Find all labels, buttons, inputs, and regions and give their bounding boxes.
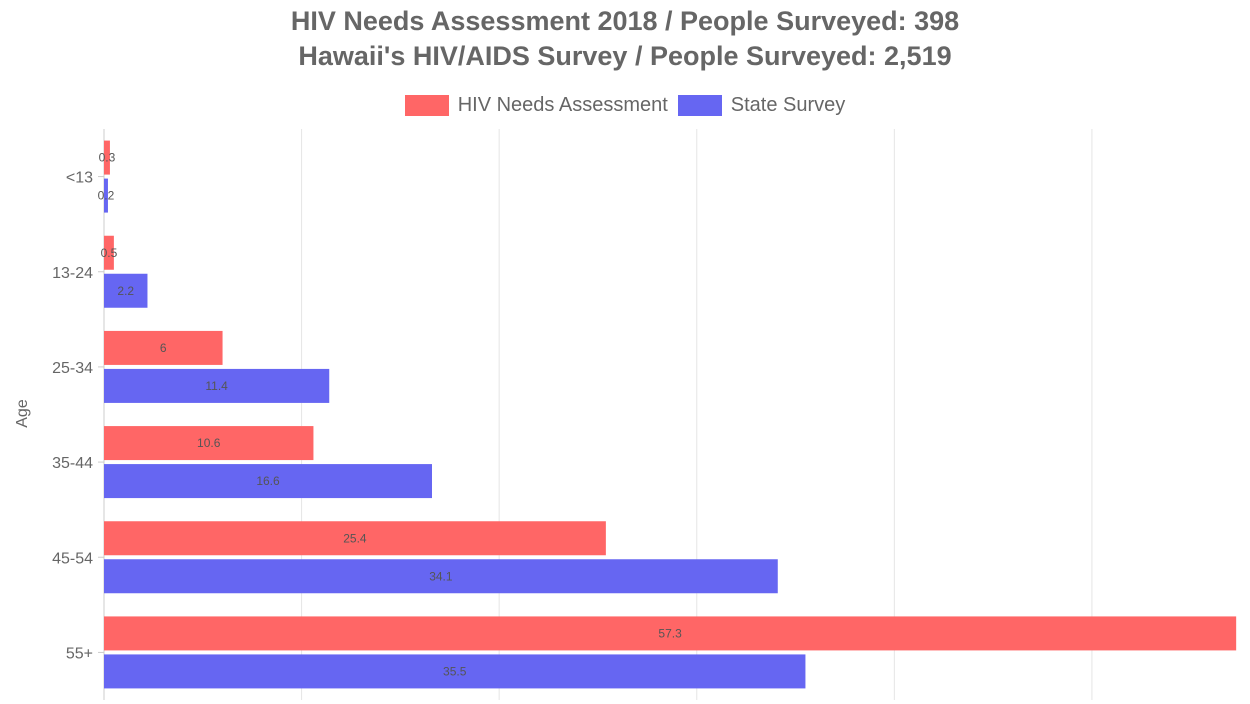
bar-data-label: 0.3 [99, 151, 116, 165]
legend-label-needs-assessment: HIV Needs Assessment [457, 94, 668, 116]
y-tick-label: <13 [66, 170, 93, 187]
y-axis-label: Age [14, 399, 31, 428]
bar-needs-assessment[interactable] [104, 616, 1237, 651]
bar-state-survey[interactable] [104, 178, 108, 213]
y-tick-label: 55+ [66, 645, 93, 662]
chart-title-line-2: Hawaii's HIV/AIDS Survey / People Survey… [298, 41, 952, 71]
chart-legend: HIV Needs Assessment State Survey [0, 94, 1250, 117]
bar-state-survey[interactable] [104, 273, 148, 308]
legend-item-needs-assessment[interactable]: HIV Needs Assessment [404, 94, 668, 117]
bar-data-label: 11.4 [205, 379, 228, 393]
y-tick-label: 25-34 [52, 360, 93, 377]
bar-needs-assessment[interactable] [104, 521, 606, 556]
bar-needs-assessment[interactable] [104, 330, 223, 365]
y-tick-label: 45-54 [52, 550, 93, 567]
chart-title-line-1: HIV Needs Assessment 2018 / People Surve… [290, 6, 960, 36]
bar-data-label: 0.2 [98, 189, 115, 203]
bar-data-label: 6 [160, 341, 167, 355]
bar-data-label: 34.1 [429, 569, 453, 583]
bar-data-label: 10.6 [197, 436, 221, 450]
legend-label-state-survey: State Survey [730, 94, 846, 116]
bar-state-survey[interactable] [104, 464, 432, 499]
legend-swatch-needs-assessment [404, 95, 449, 116]
bar-data-label: 0.5 [101, 246, 118, 260]
y-tick-label: 35-44 [52, 455, 93, 472]
bar-data-label: 35.5 [443, 664, 467, 678]
bar-data-label: 57.3 [658, 626, 682, 640]
legend-swatch-state-survey [677, 95, 722, 116]
bar-state-survey[interactable] [104, 368, 330, 403]
bar-needs-assessment[interactable] [104, 235, 114, 270]
bar-needs-assessment[interactable] [104, 140, 110, 175]
bar-needs-assessment[interactable] [104, 426, 314, 461]
bar-data-label: 16.6 [256, 474, 280, 488]
bar-state-survey[interactable] [104, 559, 778, 594]
bar-state-survey[interactable] [104, 654, 806, 689]
y-tick-label: 13-24 [52, 265, 93, 282]
legend-item-state-survey[interactable]: State Survey [677, 94, 846, 117]
bar-data-label: 25.4 [343, 531, 367, 545]
bar-data-label: 2.2 [117, 284, 134, 298]
